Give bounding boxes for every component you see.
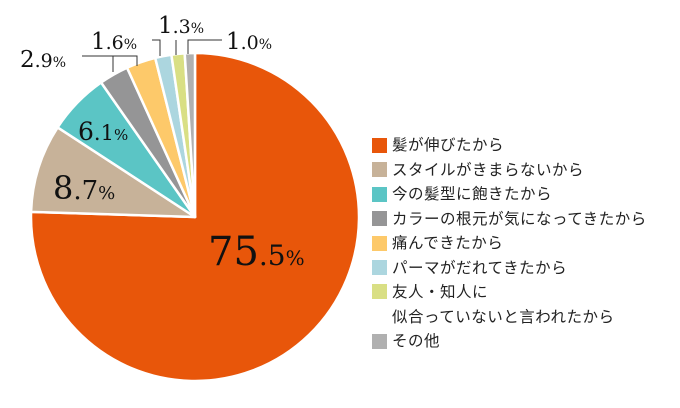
leader-line-1-6 [152, 39, 161, 56]
legend-item-bored-of-style: 今の髪型に飽きたから [372, 182, 647, 207]
legend-label: パーマがだれてきたから [392, 258, 568, 277]
label-2-9: 2.9% [20, 47, 66, 73]
legend-label: 痛んできたから [392, 234, 504, 252]
legend-swatch [372, 162, 387, 178]
leader-lines [82, 39, 222, 72]
leader-line-2-9 [82, 55, 138, 66]
legend-item-perm-loose: パーマがだれてきたから [372, 256, 647, 281]
legend-label: 今の髪型に飽きたから [392, 185, 553, 203]
pie-slice-other [183, 51, 197, 219]
legend-swatch [372, 260, 387, 276]
pie-slice-style-not-set [29, 126, 197, 219]
legend-item-style-not-set: スタイルがきまらないから [372, 158, 647, 183]
legend-label: 友人・知人に 似合っていないと言われたから [392, 283, 615, 326]
label-1-3: 1.3% [158, 13, 204, 39]
legend-swatch [372, 137, 387, 153]
label-6-1: 6.1% [78, 117, 128, 146]
label-1-0: 1.0% [226, 29, 272, 55]
legend: 髪が伸びたから スタイルがきまらないから 今の髪型に飽きたから カラーの根元が気… [372, 133, 647, 354]
legend-item-other: その他 [372, 329, 647, 354]
legend-item-damaged: 痛んできたから [372, 231, 647, 256]
legend-swatch [372, 284, 387, 299]
legend-swatch [372, 211, 387, 227]
pie-slices [29, 51, 361, 383]
legend-label: 髪が伸びたから [392, 136, 505, 154]
label-1-6: 1.6% [91, 29, 137, 55]
label-75-5: 75.5% [208, 229, 305, 275]
legend-label: カラーの根元が気になってきたから [392, 209, 647, 228]
legend-swatch [372, 333, 387, 349]
legend-item-color-roots: カラーの根元が気になってきたから [372, 207, 647, 232]
legend-label: その他 [392, 332, 441, 350]
legend-item-told-not-suit: 友人・知人に 似合っていないと言われたから [372, 280, 647, 329]
legend-item-hair-grew: 髪が伸びたから [372, 133, 647, 158]
leader-line-1-0 [187, 39, 222, 54]
label-8-7: 8.7% [53, 169, 115, 207]
legend-swatch [372, 235, 387, 251]
legend-swatch [372, 186, 387, 202]
legend-label: スタイルがきまらないから [392, 160, 585, 179]
